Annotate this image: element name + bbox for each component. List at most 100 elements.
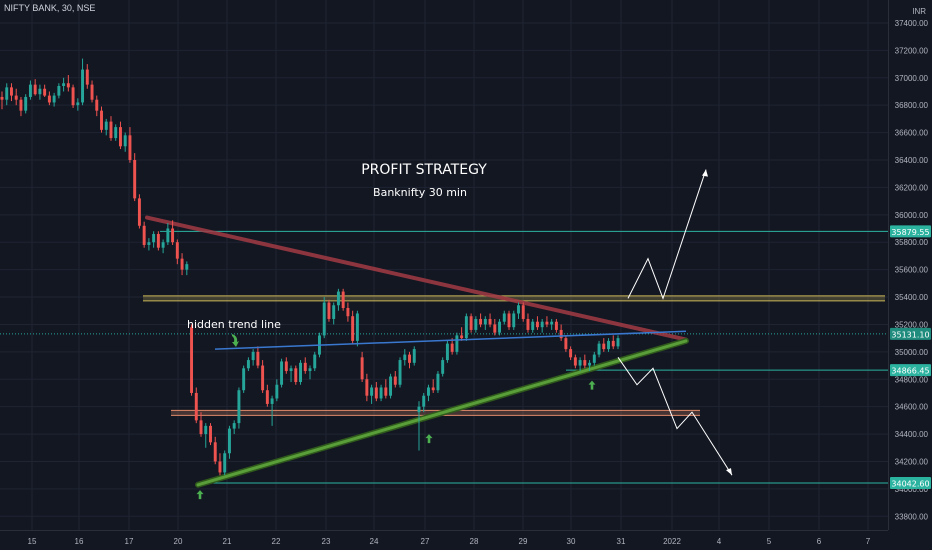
candle-body	[545, 321, 549, 325]
candle-body	[569, 349, 573, 358]
candle-body	[479, 318, 483, 325]
candle-body	[190, 327, 194, 393]
candle-body	[460, 335, 464, 339]
y-tick-label: 35000.00	[895, 348, 929, 357]
candle-body	[517, 305, 520, 314]
price-label-text: 35131.10	[891, 330, 929, 339]
candle	[332, 302, 336, 325]
y-tick-label: 34200.00	[895, 457, 929, 466]
candle-body	[441, 360, 445, 374]
candle-body	[109, 121, 113, 139]
x-tick-label: 30	[567, 537, 576, 546]
candle-body	[171, 228, 175, 243]
candle-body	[66, 83, 70, 88]
candle-body	[327, 302, 331, 319]
y-tick-label: 36600.00	[895, 129, 929, 138]
candle	[303, 357, 307, 374]
candle	[19, 96, 23, 117]
candle-body	[166, 228, 170, 243]
candle-body	[28, 84, 32, 97]
candle-body	[431, 387, 435, 391]
candle	[14, 88, 18, 106]
candle	[190, 324, 194, 396]
candle	[81, 58, 85, 106]
candle	[592, 351, 596, 366]
candle	[583, 354, 587, 369]
candle	[114, 124, 118, 141]
candle-body	[280, 361, 284, 385]
candle-body	[341, 291, 345, 308]
candle	[52, 92, 56, 107]
x-tick-label: 20	[174, 537, 183, 546]
candle	[280, 358, 284, 388]
candle-body	[14, 95, 18, 100]
candle	[171, 220, 175, 245]
candle	[0, 91, 4, 110]
candle-body	[488, 318, 492, 325]
candle-body	[436, 373, 440, 391]
candle	[237, 387, 241, 429]
candle-body	[445, 343, 449, 361]
y-tick-label: 35800.00	[895, 238, 929, 247]
y-tick-label: 37200.00	[895, 46, 929, 55]
candle-body	[227, 428, 231, 454]
candle-body	[554, 321, 558, 330]
candle	[209, 423, 212, 446]
candle	[611, 335, 615, 350]
candle-body	[38, 88, 42, 95]
x-tick-label: 23	[322, 537, 331, 546]
candle	[289, 365, 293, 382]
candle-body	[104, 121, 108, 130]
resistance-zone	[143, 295, 885, 301]
candle-body	[199, 420, 203, 435]
y-tick-label: 37400.00	[895, 19, 929, 28]
candle	[218, 453, 222, 476]
candle-body	[204, 425, 208, 435]
candle-body	[583, 360, 587, 366]
candle-body	[412, 349, 416, 363]
bullish-arrowhead	[702, 169, 708, 177]
candle-body	[559, 329, 563, 339]
curved-arrow-marker	[232, 334, 239, 347]
candle	[393, 371, 397, 388]
candle	[474, 316, 478, 333]
candle	[95, 95, 99, 117]
candle	[351, 310, 355, 344]
up-arrow-marker	[425, 434, 433, 444]
x-tick-label: 29	[519, 537, 528, 546]
candle	[204, 423, 208, 448]
candle-body	[223, 453, 227, 473]
candle	[602, 338, 606, 352]
y-tick-label: 34400.00	[895, 430, 929, 439]
candle-body	[498, 321, 502, 333]
candle	[441, 357, 445, 377]
candle-body	[194, 392, 198, 421]
candle	[109, 116, 113, 141]
hidden-trend-annotation: hidden trend line	[187, 318, 281, 331]
x-tick-label: 5	[767, 537, 772, 546]
candle-body	[43, 88, 47, 96]
candle-body	[474, 318, 478, 330]
candle-body	[180, 258, 184, 270]
candle	[550, 318, 554, 330]
candle-body	[493, 324, 497, 333]
uptrend-line	[196, 339, 688, 487]
candle-body	[137, 198, 141, 226]
candle	[104, 118, 108, 136]
candle	[251, 349, 255, 366]
candle-body	[123, 135, 127, 147]
candle-body	[142, 225, 146, 245]
candle-body	[147, 242, 151, 245]
candle	[118, 121, 122, 150]
candle-body	[33, 84, 37, 95]
candle-body	[299, 362, 302, 382]
candle-body	[602, 343, 606, 350]
candle-body	[81, 69, 85, 103]
candle-body	[114, 127, 118, 139]
candle	[199, 412, 203, 437]
candle-body	[294, 368, 298, 382]
candle	[147, 238, 151, 251]
candle-body	[62, 83, 66, 86]
candle	[85, 64, 89, 89]
candle	[365, 373, 369, 402]
